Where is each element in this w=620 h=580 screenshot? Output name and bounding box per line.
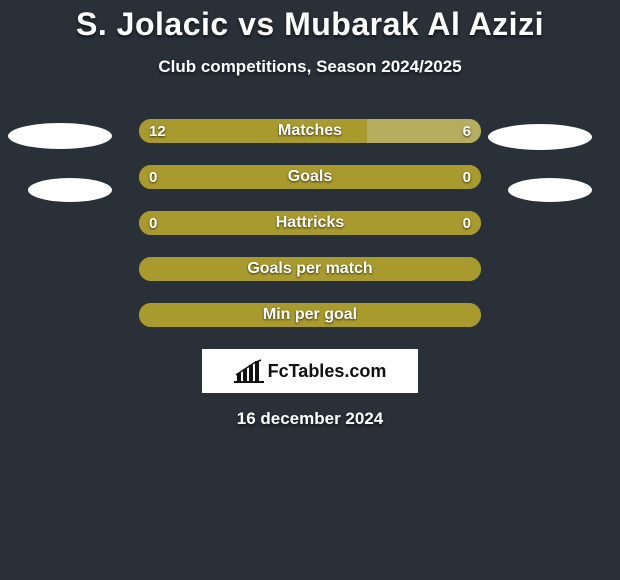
stats-rows: Matches126Goals00Hattricks00Goals per ma… xyxy=(0,119,620,327)
stat-label: Hattricks xyxy=(139,211,481,235)
stat-value-right: 0 xyxy=(463,165,471,189)
stat-label: Matches xyxy=(139,119,481,143)
page-title: S. Jolacic vs Mubarak Al Azizi xyxy=(0,6,620,43)
footer-date: 16 december 2024 xyxy=(0,409,620,429)
stat-value-right: 6 xyxy=(463,119,471,143)
page-subtitle: Club competitions, Season 2024/2025 xyxy=(0,57,620,77)
decorative-ellipse xyxy=(28,178,112,202)
stat-row: Min per goal xyxy=(139,303,481,327)
stat-value-left: 12 xyxy=(149,119,166,143)
stat-row: Matches12 6 xyxy=(139,119,481,143)
stat-value-left: 0 xyxy=(149,211,157,235)
stat-value-right: 0 xyxy=(463,211,471,235)
decorative-ellipse xyxy=(508,178,592,202)
comparison-infographic: S. Jolacic vs Mubarak Al Azizi Club comp… xyxy=(0,0,620,429)
brand-box: FcTables.com xyxy=(202,349,418,393)
stat-label: Goals xyxy=(139,165,481,189)
decorative-ellipse xyxy=(488,124,592,150)
stat-row: Goals per match xyxy=(139,257,481,281)
brand-name: FcTables.com xyxy=(268,361,387,382)
stat-value-left: 0 xyxy=(149,165,157,189)
stat-row: Goals0 0 xyxy=(139,165,481,189)
brand-chart-icon xyxy=(234,359,264,383)
stat-label: Goals per match xyxy=(139,257,481,281)
stat-row: Hattricks0 0 xyxy=(139,211,481,235)
stat-label: Min per goal xyxy=(139,303,481,327)
decorative-ellipse xyxy=(8,123,112,149)
